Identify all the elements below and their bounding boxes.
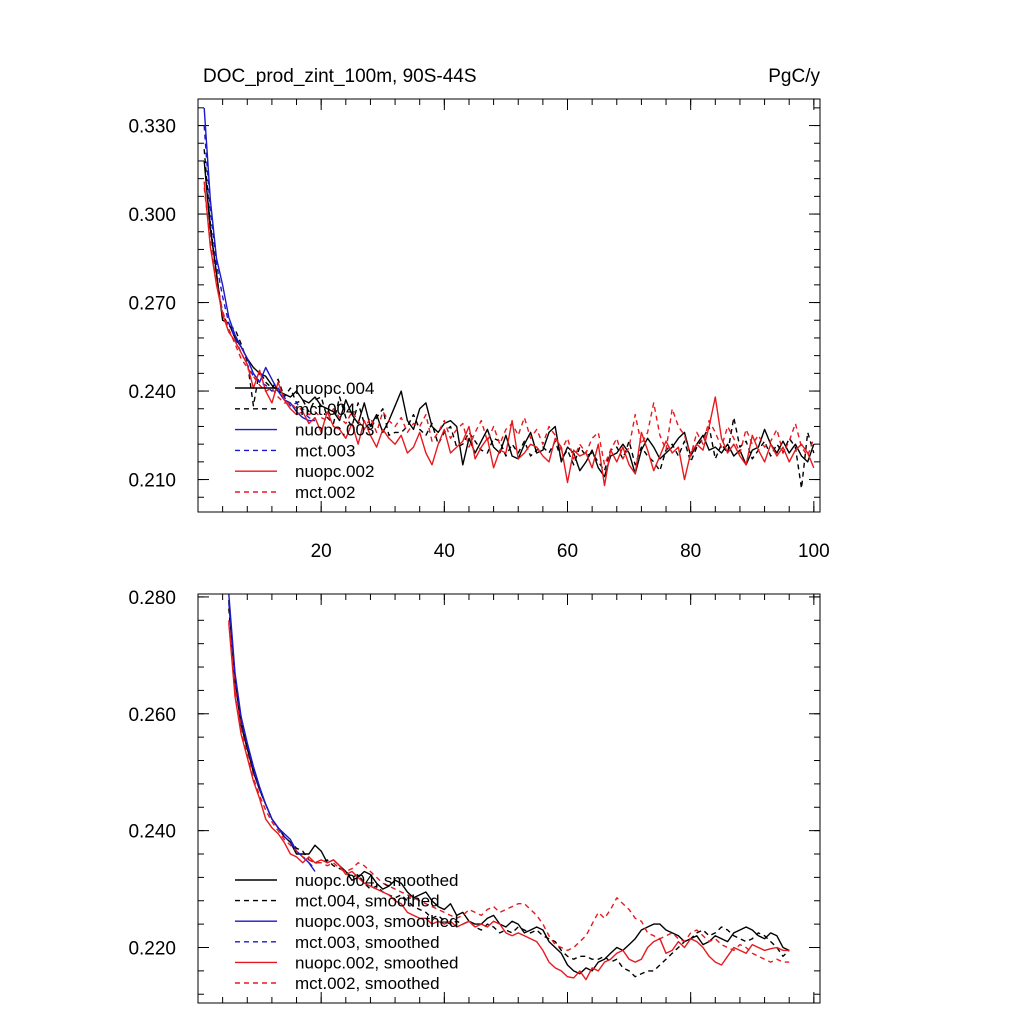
series-line-mct-004: [203, 149, 815, 490]
series-line-nuopc-004-smoothed: [228, 599, 790, 975]
legend-label: nuopc.004: [295, 379, 374, 398]
y-tick-label: 0.240: [128, 822, 176, 843]
legend-label: nuopc.004, smoothed: [295, 871, 459, 890]
x-tick-label: 40: [434, 541, 455, 562]
legend-label: nuopc.003: [295, 421, 374, 440]
legend-label: nuopc.002, smoothed: [295, 953, 459, 972]
series-line-mct-003-smoothed: [228, 602, 316, 870]
smoothed-series-lines: [228, 594, 790, 981]
series-line-nuopc-004: [203, 160, 815, 478]
legend-label: mct.003, smoothed: [295, 933, 440, 952]
y-tick-label: 0.280: [128, 588, 176, 609]
series-line-mct-003: [203, 125, 316, 422]
y-tick-label: 0.330: [128, 117, 176, 138]
raw-series-lines: [203, 107, 815, 490]
legend-label: nuopc.002: [295, 462, 374, 481]
y-tick-label: 0.210: [128, 471, 176, 492]
x-tick-label: 80: [680, 541, 701, 562]
legend-label: mct.004, smoothed: [295, 892, 440, 911]
panel-title-left: DOC_prod_zint_100m, 90S-44S: [203, 66, 477, 87]
legend-label: mct.004: [295, 400, 355, 419]
raw-axis-ticks: 0.210 0.240 0.270 0.300 0.330 20 40 60 80 100: [128, 99, 830, 562]
series-line-mct-004-smoothed: [228, 608, 790, 978]
series-line-mct-002-smoothed: [228, 620, 790, 963]
legend-label: nuopc.003, smoothed: [295, 912, 459, 931]
panel-title-units: PgC/y: [768, 66, 820, 87]
x-tick-label: 20: [311, 541, 332, 562]
series-line-nuopc-003-smoothed: [228, 594, 316, 872]
legend-label: mct.002: [295, 483, 355, 502]
raw-plot-frame: [197, 98, 821, 513]
smoothed-panel: 0.220 0.240 0.260 0.280 nuopc.004, smoothed…: [128, 588, 821, 1004]
y-tick-label: 0.240: [128, 382, 176, 403]
y-tick-label: 0.260: [128, 705, 176, 726]
smoothed-plot-frame: [197, 593, 821, 1004]
x-tick-label: 60: [557, 541, 578, 562]
legend-label: mct.003: [295, 441, 355, 460]
legend-label: mct.002, smoothed: [295, 974, 440, 993]
series-line-nuopc-002: [203, 181, 815, 487]
raw-panel: DOC_prod_zint_100m, 90S-44S PgC/y 0.2100…: [128, 66, 829, 562]
series-line-nuopc-003: [203, 107, 315, 422]
x-tick-label: 100: [798, 541, 830, 562]
y-tick-label: 0.220: [128, 938, 176, 959]
y-tick-label: 0.270: [128, 294, 176, 315]
y-tick-label: 0.300: [128, 205, 176, 226]
series-line-nuopc-002-smoothed: [228, 623, 790, 981]
smoothed-axis-ticks: 0.220 0.240 0.260 0.280: [128, 588, 820, 1003]
